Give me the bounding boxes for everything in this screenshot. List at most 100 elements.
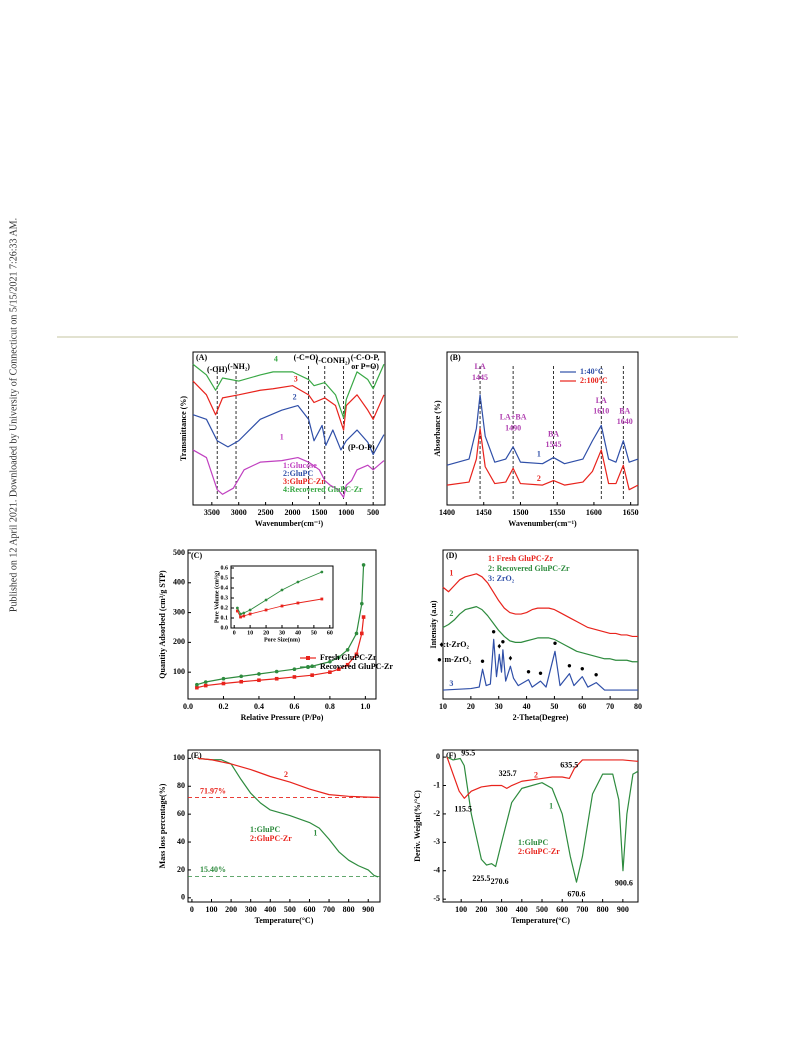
annotation: 2 [293, 393, 297, 402]
point [296, 601, 300, 605]
x-tick-label: 900 [617, 905, 629, 914]
x-tick-label: 1400 [439, 508, 455, 517]
point [239, 615, 242, 619]
point [328, 670, 332, 674]
panel-label: (D) [446, 551, 457, 560]
annotation: ● [567, 661, 572, 670]
point [242, 614, 246, 618]
annotation: (-OH) [207, 365, 228, 374]
x-tick-label: 1500 [512, 508, 528, 517]
x-tick-label: 700 [576, 905, 588, 914]
annotation: ♦ [497, 642, 501, 651]
x-tick-label: 500 [367, 508, 379, 517]
annotation: 1545 [546, 440, 562, 449]
point [361, 615, 366, 619]
point [292, 667, 297, 671]
x-tick-label: 800 [343, 905, 355, 914]
y-tick-label: -5 [433, 894, 440, 903]
annotation: 2 [537, 474, 541, 483]
y-tick-label: -3 [433, 837, 440, 846]
point [280, 604, 284, 608]
panel-label: (B) [450, 353, 461, 362]
point [248, 612, 252, 616]
series-line [446, 394, 639, 466]
series-line [192, 404, 385, 456]
y-tick-label: 0.3 [221, 595, 229, 601]
y-tick-label: -2 [433, 809, 440, 818]
x-tick-label: 500 [536, 905, 548, 914]
point [360, 631, 364, 636]
x-tick-label: 80 [634, 702, 642, 711]
annotation: ●:m-ZrO₂ [437, 655, 472, 664]
reference-label: 71.97% [200, 786, 226, 795]
y-tick-label: 60 [177, 809, 185, 818]
annotation: BA [619, 406, 630, 415]
annotation: (-NH₂) [228, 362, 251, 371]
x-tick-label: 3500 [204, 508, 220, 517]
x-tick-label: 0.8 [325, 702, 335, 711]
x-tick-label: 3000 [231, 508, 247, 517]
x-tick-label: 200 [475, 905, 487, 914]
y-tick-label: 80 [177, 781, 185, 790]
annotation: 1640 [617, 417, 633, 426]
x-tick-label: 50 [311, 630, 317, 636]
point [354, 631, 359, 636]
annotation: 1 [280, 433, 284, 442]
sidebar-note: Published on 12 April 2021. Downloaded b… [8, 218, 19, 612]
annotation: ● [491, 627, 496, 636]
x-axis-label: Temperature(°C) [511, 916, 570, 925]
y-tick-label: 0.5 [221, 575, 229, 581]
series-line [192, 380, 385, 431]
point [221, 681, 226, 686]
y-axis-label: Mass loss percentage(%) [158, 783, 167, 868]
x-tick-label: 1000 [338, 508, 354, 517]
panel-label: (C) [191, 551, 202, 560]
annotation: 1 [549, 802, 553, 811]
x-axis-label: 2-Theta(Degree) [513, 713, 569, 722]
y-tick-label: -4 [433, 866, 440, 875]
x-tick-label: 60 [327, 630, 333, 636]
x-tick-label: 40 [295, 630, 301, 636]
point [257, 672, 261, 676]
series-line [446, 427, 639, 491]
legend-label: 1:GluPC [518, 838, 548, 847]
x-tick-label: 0.4 [254, 702, 264, 711]
x-tick-label: 2000 [284, 508, 300, 517]
x-tick-label: 0 [233, 630, 236, 636]
annotation: ● [580, 664, 585, 673]
y-tick-label: 0 [436, 752, 440, 761]
panel-label: (F) [446, 751, 457, 760]
point [203, 683, 208, 688]
plot-frame [442, 749, 639, 903]
annotation: (-C-O-P, [351, 353, 380, 362]
point [320, 570, 324, 574]
legend-label: 1:GluPC [250, 825, 280, 834]
series-line [446, 756, 639, 883]
y-tick-label: 0.4 [221, 585, 229, 591]
point [360, 601, 364, 606]
point [195, 685, 199, 690]
plot-frame [192, 351, 386, 506]
x-tick-label: 1650 [623, 508, 639, 517]
x-tick-label: 1550 [549, 508, 565, 517]
point [239, 612, 242, 616]
legend-label: Recovered GluPC-Zr [320, 662, 393, 671]
y-axis-label: Transmittance (%) [179, 396, 188, 461]
point [320, 597, 324, 601]
series-line [236, 571, 323, 615]
legend-marker [306, 656, 310, 660]
x-tick-label: 400 [516, 905, 528, 914]
annotation: 95.5 [461, 749, 475, 758]
annotation: ● [538, 668, 543, 677]
x-tick-label: 20 [263, 630, 269, 636]
annotation: 1 [313, 828, 317, 837]
x-tick-label: 30 [495, 702, 503, 711]
x-tick-label: 1450 [476, 508, 492, 517]
x-tick-label: 300 [496, 905, 508, 914]
x-tick-label: 0.2 [218, 702, 228, 711]
y-tick-label: 500 [173, 548, 185, 557]
series-line [196, 564, 365, 686]
point [239, 674, 244, 679]
annotation: 1 [449, 569, 453, 578]
x-tick-label: 60 [578, 702, 586, 711]
